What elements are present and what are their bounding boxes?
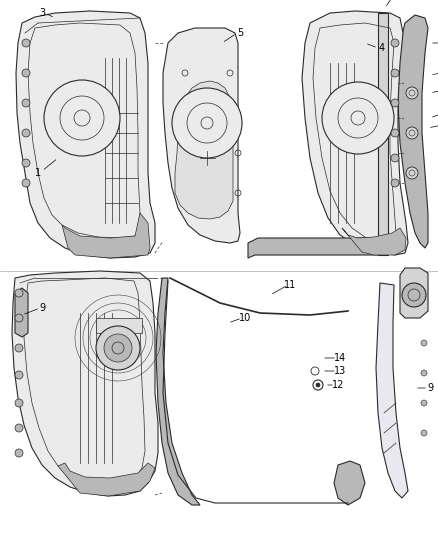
Circle shape [22,69,30,77]
Circle shape [15,399,23,407]
Circle shape [96,326,140,370]
Circle shape [44,80,120,156]
Polygon shape [342,228,406,255]
Circle shape [391,99,399,107]
Circle shape [421,340,427,346]
Polygon shape [12,271,158,496]
Polygon shape [15,288,28,337]
Text: 11: 11 [284,280,296,290]
Text: 13: 13 [334,366,346,376]
Text: 5: 5 [237,28,243,38]
Circle shape [316,383,320,387]
Circle shape [421,430,427,436]
Circle shape [22,99,30,107]
Text: 12: 12 [332,380,344,390]
Circle shape [15,449,23,457]
Polygon shape [248,238,385,258]
Circle shape [391,179,399,187]
Polygon shape [334,461,365,505]
Circle shape [104,334,132,362]
Circle shape [22,129,30,137]
Polygon shape [58,463,155,496]
Circle shape [421,370,427,376]
Text: 14: 14 [334,353,346,363]
Polygon shape [156,278,200,505]
Text: 4: 4 [379,43,385,53]
Circle shape [391,69,399,77]
Text: 9: 9 [39,303,45,313]
Circle shape [15,344,23,352]
Polygon shape [163,28,240,243]
Circle shape [15,371,23,379]
Circle shape [15,424,23,432]
Polygon shape [302,11,408,255]
Circle shape [22,39,30,47]
Polygon shape [400,268,428,318]
Polygon shape [376,283,408,498]
Circle shape [15,289,23,297]
Polygon shape [175,81,233,219]
Text: 9: 9 [427,383,433,393]
Circle shape [391,39,399,47]
Circle shape [172,88,242,158]
Text: 3: 3 [39,8,45,18]
Text: 1: 1 [35,168,41,178]
Circle shape [406,127,418,139]
Circle shape [391,129,399,137]
Polygon shape [398,15,428,248]
Text: 10: 10 [239,313,251,323]
Circle shape [22,159,30,167]
Circle shape [406,87,418,99]
Circle shape [322,82,394,154]
Circle shape [15,314,23,322]
Circle shape [22,179,30,187]
Polygon shape [62,213,150,258]
Circle shape [391,154,399,162]
Circle shape [406,167,418,179]
Polygon shape [96,318,142,333]
Circle shape [402,283,426,307]
Circle shape [421,400,427,406]
Polygon shape [16,11,155,258]
Polygon shape [378,13,388,255]
